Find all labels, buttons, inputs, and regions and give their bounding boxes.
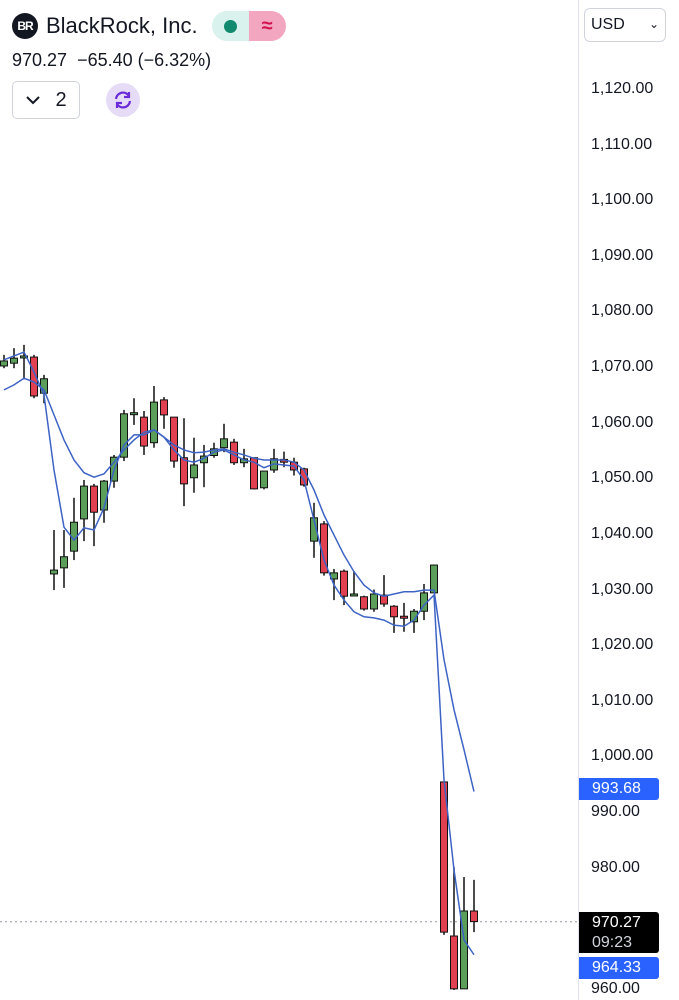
price-tick-label: 1,100.00	[591, 191, 654, 209]
candle-down[interactable]	[450, 935, 458, 990]
candle-down[interactable]	[380, 594, 388, 605]
candlestick-chart[interactable]	[0, 0, 578, 1000]
candle-down[interactable]	[390, 605, 398, 618]
candle-up[interactable]	[220, 438, 228, 449]
price-tick-label: 980.00	[591, 858, 640, 876]
candle-up[interactable]	[60, 556, 68, 569]
candle-up[interactable]	[10, 357, 18, 364]
candle-up[interactable]	[80, 485, 88, 520]
candle-up[interactable]	[50, 569, 58, 575]
candle-down[interactable]	[90, 485, 98, 513]
price-tick-label: 1,010.00	[591, 691, 654, 709]
candle-down[interactable]	[340, 570, 348, 597]
price-tick-label: 1,060.00	[591, 413, 654, 431]
indicators-collapse-button[interactable]: 2	[12, 81, 80, 119]
candle-up[interactable]	[460, 910, 468, 990]
last-price-tag: 970.27 09:23	[579, 911, 659, 953]
sync-button[interactable]	[106, 83, 140, 117]
price-tick-label: 990.00	[591, 802, 640, 820]
candle-up[interactable]	[20, 355, 28, 359]
candle-down[interactable]	[170, 416, 178, 462]
candle-up[interactable]	[0, 360, 8, 367]
company-logo: BR	[12, 13, 38, 39]
ma-fast-value-tag: 964.33	[579, 956, 659, 979]
currency-select[interactable]: USD ⌄	[584, 8, 666, 42]
candle-up[interactable]	[120, 413, 128, 458]
quote-line: 970.27 −65.40 (−6.32%)	[12, 50, 286, 71]
price-tick-label: 1,070.00	[591, 358, 654, 376]
candles	[0, 344, 478, 990]
price-tick-label: 960.00	[591, 979, 640, 997]
price-tick-label: 1,120.00	[591, 80, 654, 97]
last-price: 970.27	[12, 50, 68, 70]
candle-up[interactable]	[370, 593, 378, 610]
candle-down[interactable]	[180, 457, 188, 485]
ma-slow-value-tag: 993.68	[579, 777, 659, 800]
candle-up[interactable]	[410, 610, 418, 623]
currency-value: USD	[591, 16, 625, 33]
candle-down[interactable]	[360, 596, 368, 610]
chevron-down-icon: ⌄	[648, 17, 659, 31]
candle-down[interactable]	[470, 910, 478, 923]
indicator-count: 2	[55, 88, 67, 111]
candle-up[interactable]	[350, 593, 358, 597]
candle-up[interactable]	[260, 470, 268, 489]
price-change: −65.40 (−6.32%)	[77, 50, 212, 70]
candle-down[interactable]	[160, 399, 168, 416]
price-tick-label: 1,000.00	[591, 747, 654, 765]
candle-up[interactable]	[130, 412, 138, 416]
market-status-pill[interactable]: ≈	[211, 11, 286, 41]
price-tick-label: 1,030.00	[591, 580, 654, 598]
ma-fast-line	[3, 351, 475, 956]
refresh-icon	[114, 91, 132, 109]
market-open-dot-icon	[211, 11, 249, 41]
candle-up[interactable]	[190, 464, 198, 479]
chevron-down-icon	[26, 96, 41, 105]
price-tick-label: 1,020.00	[591, 636, 654, 654]
last-price-tag-value: 970.27	[592, 913, 641, 931]
price-tick-label: 1,090.00	[591, 246, 654, 264]
candle-up[interactable]	[150, 401, 158, 444]
candle-down[interactable]	[400, 615, 408, 619]
candle-down[interactable]	[30, 356, 38, 397]
price-tick-label: 1,080.00	[591, 302, 654, 320]
symbol-name[interactable]: BlackRock, Inc.	[46, 13, 198, 38]
candle-up[interactable]	[430, 564, 438, 594]
price-tick-label: 1,110.00	[591, 135, 653, 153]
price-tick-label: 1,040.00	[591, 524, 654, 542]
price-axis[interactable]: USD ⌄ 1,120.00 1,110.00 1,100.00 1,090.00 1,…	[578, 0, 679, 1000]
price-tick-label: 1,050.00	[591, 469, 654, 487]
bar-countdown: 09:23	[592, 933, 633, 951]
ma-slow-line	[3, 377, 475, 792]
symbol-header: BR BlackRock, Inc. ≈ 970.27 −65.40 (−6.32…	[12, 8, 286, 119]
wave-icon: ≈	[248, 11, 286, 41]
